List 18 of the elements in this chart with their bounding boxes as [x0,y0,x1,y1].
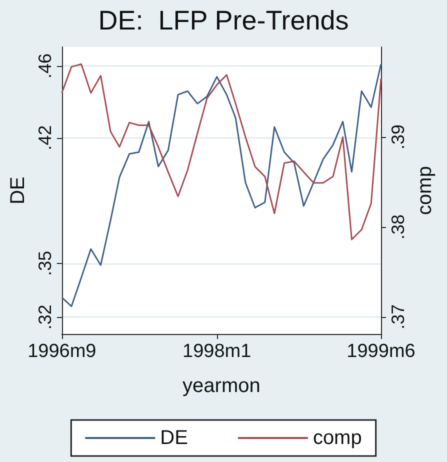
y-tick-label: .35 [34,250,55,276]
x-axis-title: yearmon [182,375,260,397]
y-tick-label: .46 [34,54,55,79]
y-tick-label: .32 [34,304,55,330]
line-series [61,63,382,308]
x-tick-label: 1998m1 [182,341,252,362]
y2-axis-title: comp [414,166,436,215]
y-tick-label: .42 [34,125,55,150]
y2-tick-label: .38 [388,214,408,240]
x-tick-label: 1999m6 [346,341,416,362]
legend-label: DE [160,427,188,449]
x-tick-label: 1996m9 [28,341,96,362]
y2-tick-label: .39 [388,124,408,150]
y2-tick-label: .37 [388,304,408,330]
line-series [61,63,382,240]
chart-title: DE: LFP Pre-Trends [98,6,349,36]
legend-label: comp [312,427,362,449]
y-axis-title: DE [7,176,29,204]
